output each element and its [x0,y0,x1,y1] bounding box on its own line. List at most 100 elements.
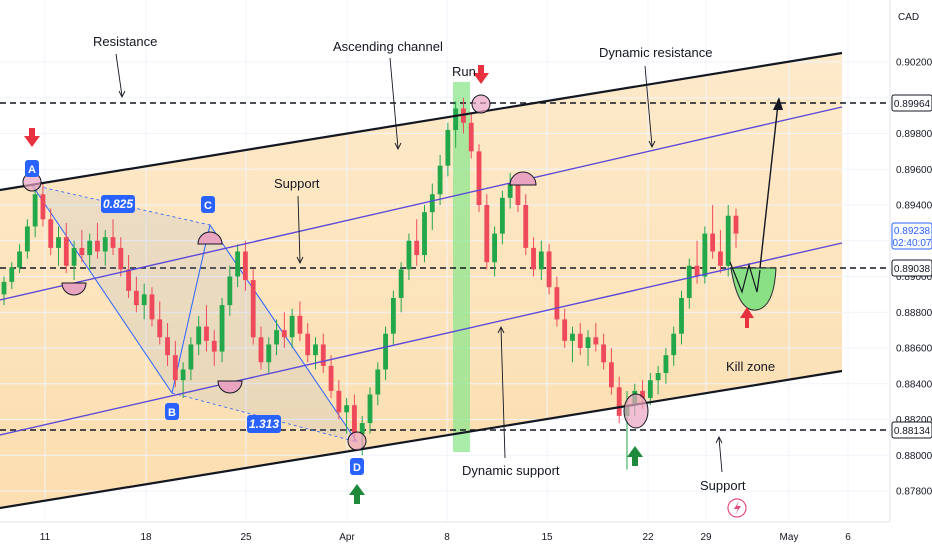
bd-ratio-line [171,392,358,443]
run-top-circle [471,94,491,114]
candle [445,122,451,177]
point-b-badge[interactable]: B [165,403,179,420]
candle [507,172,513,209]
arrow-down-icon [473,65,489,84]
candle [48,208,54,256]
candle [40,183,46,227]
time-axis[interactable] [0,522,890,550]
run-label: Run [452,64,476,79]
candle [95,222,100,259]
candle [211,330,217,366]
candle [577,322,583,356]
dynamic-support-label: Dynamic support [462,463,560,478]
price-label-middle[interactable]: 0.89038 [891,259,932,277]
price-label-current[interactable]: 0.89238 02:40:07 [891,222,932,250]
candle [149,287,155,327]
candle [24,219,30,259]
candle [219,297,225,363]
candle [305,322,311,363]
candle [422,205,427,263]
time-tick-label: 22 [642,532,654,543]
arrow-up-icon [349,484,365,504]
time-tick-label: 18 [140,532,152,543]
candle [601,333,607,370]
ascending-channel-fill [0,53,842,508]
svg-text:C: C [204,200,212,212]
grid [0,0,890,522]
candle [165,322,170,366]
candle [196,315,202,356]
ac-ratio-badge[interactable]: 0.825 [101,195,135,213]
point-d-badge[interactable]: D [350,458,364,475]
candle [375,362,381,406]
time-tick-label: 11 [40,532,51,543]
price-tick-label: 0.88400 [896,379,932,390]
candle [102,230,108,266]
price-tick-label: 0.88800 [896,308,932,319]
candle [476,144,482,213]
price-tick-label: 0.89000 [896,272,932,283]
svg-text:0.89964: 0.89964 [894,99,931,110]
support-mid-label: Support [274,176,320,191]
projection-zigzag [729,261,761,294]
candle [523,194,529,256]
kill-zone-label: Kill zone [726,359,775,374]
candle [250,269,256,345]
candle [718,230,723,273]
projection-line [759,103,779,269]
time-axis-ticks: 11 18 25 Apr 8 15 22 29 May 6 [40,532,851,543]
candle [110,219,116,256]
candle [562,308,568,348]
candle [655,365,661,395]
point-d-circle [347,431,367,451]
touch-marker [509,171,537,186]
candle [453,101,459,148]
tradingview-logo-icon[interactable] [727,498,747,518]
candle [1,276,7,306]
candle [585,330,591,366]
kill-zone-cup[interactable] [730,267,777,311]
dynamic-resistance-line[interactable] [0,106,843,301]
candle [383,326,388,381]
svg-text:B: B [168,407,176,419]
candle [593,322,599,352]
price-tick-label: 0.90200 [896,58,932,69]
candle [281,312,287,348]
bcd-triangle-fill [172,225,357,442]
candle [32,188,38,238]
candle [344,398,350,434]
support-bottom-label: Support [700,478,746,493]
candle [484,194,490,270]
time-tick-label: 15 [541,532,553,543]
candle [468,112,474,159]
candle [133,276,139,313]
candle [686,258,692,309]
candle [172,340,178,388]
channel-upper-line[interactable] [0,51,843,192]
dynamic-support-line[interactable] [0,242,843,436]
currency-label: CAD [898,12,919,23]
point-c-badge[interactable]: C [201,196,215,213]
candle [126,255,132,298]
price-tick-label: 0.88600 [896,344,932,355]
time-tick-label: May [780,532,799,543]
candle [367,387,373,434]
point-a-badge[interactable]: A [25,160,39,177]
candle [63,222,69,273]
candle [492,226,498,277]
svg-text:0.825: 0.825 [103,197,133,211]
candle [406,233,412,281]
price-label-bottom[interactable]: 0.88134 [891,421,932,439]
resistance-label: Resistance [93,34,157,49]
candle [157,301,163,345]
channel-lower-line[interactable] [0,369,843,510]
candle [328,355,334,399]
touch-marker [61,282,87,296]
price-tick-label: 0.88200 [896,415,932,426]
bd-ratio-badge[interactable]: 1.313 [247,415,281,433]
price-label-top[interactable]: 0.89964 [891,94,932,112]
candle [274,319,279,356]
projection-arrowhead [773,97,783,110]
price-tick-label: 0.89400 [896,201,932,212]
